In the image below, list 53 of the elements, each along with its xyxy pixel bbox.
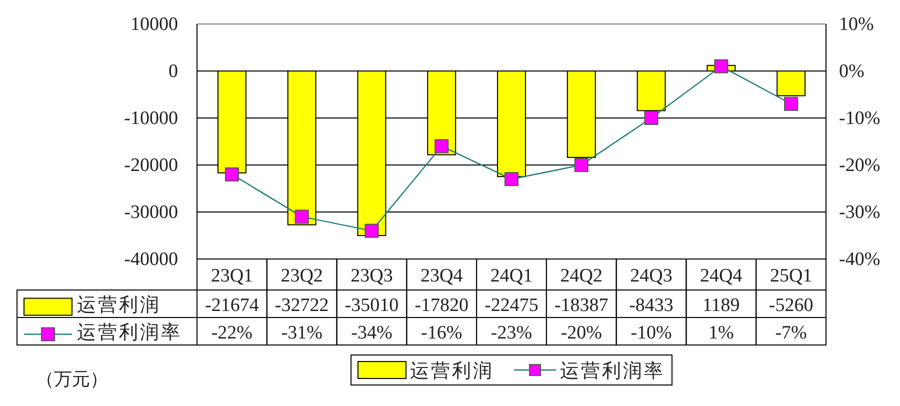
data-label: -17820 — [414, 294, 469, 316]
point — [784, 96, 798, 111]
data-label: -5260 — [768, 294, 814, 316]
y2-tick-label: 10% — [839, 14, 874, 36]
point — [294, 210, 309, 224]
data-label: -18387 — [554, 294, 608, 316]
data-label: -21674 — [205, 294, 260, 316]
point — [714, 59, 728, 74]
y-tick-label: -10000 — [124, 108, 178, 130]
y-tick-label: 10000 — [130, 14, 178, 36]
y2-tick-label: -30% — [839, 202, 880, 224]
text: 运营利润 — [410, 361, 494, 382]
data-label: -7% — [775, 322, 808, 344]
x-tick-label: 24Q3 — [630, 266, 672, 286]
y-tick-label: -40000 — [124, 249, 178, 270]
x-tick-label: 24Q2 — [560, 266, 603, 286]
y-tick-label: -30000 — [124, 202, 178, 224]
data-label: -32722 — [274, 294, 329, 316]
data-label: -34% — [351, 322, 392, 344]
legend-label: 运营利润 — [77, 294, 161, 316]
x-tick-label: 24Q1 — [490, 266, 533, 286]
x-tick-label: 25Q1 — [770, 266, 812, 286]
x-tick-label: 23Q1 — [210, 266, 254, 286]
point — [504, 172, 518, 186]
data-label: -10% — [630, 322, 672, 344]
data-label: -22475 — [484, 294, 538, 316]
y2-tick-label: -40% — [839, 249, 880, 270]
text: （万元） — [36, 369, 108, 389]
data-label: -20% — [560, 322, 602, 344]
point — [224, 167, 239, 182]
data-label: 1% — [708, 322, 734, 344]
y2-tick-label: -20% — [839, 155, 880, 176]
x-tick-label: 23Q2 — [280, 266, 323, 286]
data-label: 1189 — [702, 294, 740, 316]
x-tick-label: 24Q4 — [700, 266, 743, 286]
point — [574, 158, 588, 172]
data-label: -8433 — [629, 294, 674, 316]
data-label: -22% — [211, 322, 253, 344]
point — [644, 111, 658, 125]
x-tick-label: 23Q3 — [350, 266, 393, 286]
y2-tick-label: 0% — [839, 61, 864, 82]
text: 运营利润率 — [560, 361, 665, 382]
data-label: -23% — [490, 322, 532, 344]
point — [364, 224, 379, 238]
point — [434, 139, 449, 154]
legend-label: 运营利润率 — [77, 321, 182, 344]
data-label: -35010 — [344, 294, 399, 316]
y2-tick-label: -10% — [839, 108, 880, 130]
y-tick-label: 0 — [168, 61, 178, 82]
data-label: -31% — [281, 322, 323, 344]
data-label: -16% — [421, 322, 462, 344]
y-tick-label: -20000 — [124, 155, 178, 176]
x-tick-label: 23Q4 — [420, 266, 464, 286]
